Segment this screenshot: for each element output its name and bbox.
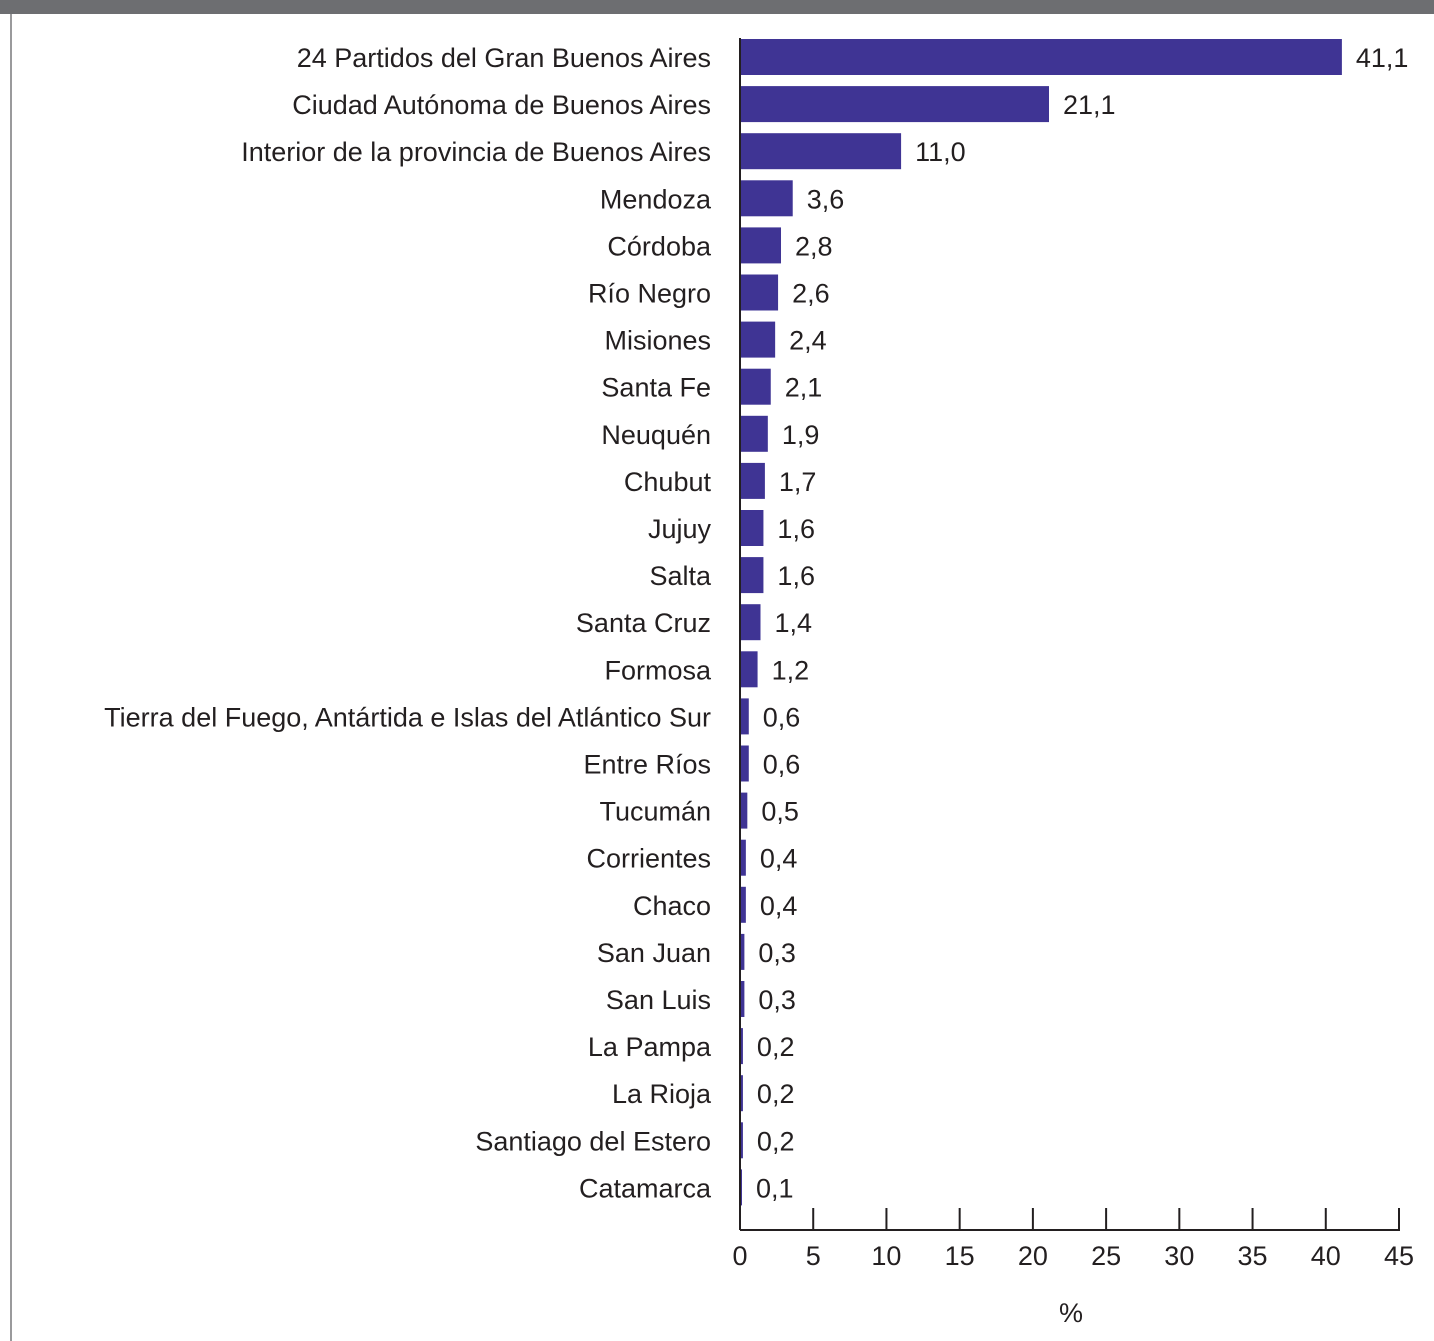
bar <box>740 1028 743 1065</box>
value-label: 11,0 <box>915 137 966 167</box>
value-label: 1,2 <box>772 655 810 685</box>
value-label: 41,1 <box>1356 43 1409 73</box>
bar <box>740 510 764 546</box>
value-label: 2,4 <box>789 326 827 356</box>
bar <box>740 39 1342 75</box>
bars-group <box>740 39 1342 1206</box>
value-label: 1,7 <box>779 467 817 497</box>
x-tick-label: 30 <box>1164 1241 1194 1271</box>
category-label: Jujuy <box>648 514 712 544</box>
value-label: 21,1 <box>1063 90 1116 120</box>
bar <box>740 604 761 641</box>
category-label: Corrientes <box>586 844 711 874</box>
category-label: Ciudad Autónoma de Buenos Aires <box>292 90 711 120</box>
x-tick-label: 15 <box>945 1241 975 1271</box>
category-label: San Juan <box>597 938 711 968</box>
value-label: 0,6 <box>763 750 801 780</box>
value-label: 0,4 <box>760 844 798 874</box>
category-label: Salta <box>649 561 712 591</box>
bar <box>740 368 771 405</box>
category-label: Río Negro <box>588 279 711 309</box>
category-label: Interior de la provincia de Buenos Aires <box>241 137 711 167</box>
bar <box>740 86 1049 123</box>
category-label: Formosa <box>604 655 712 685</box>
category-label: Misiones <box>604 326 711 356</box>
bar <box>740 933 745 970</box>
x-tick-label: 20 <box>1018 1241 1048 1271</box>
value-label: 2,6 <box>792 279 830 309</box>
category-label: Chaco <box>633 891 711 921</box>
bar <box>740 651 758 688</box>
bar <box>740 745 749 782</box>
bar <box>740 792 748 829</box>
x-axis: 0 5 10 15 20 25 30 35 40 45 <box>732 38 1414 1271</box>
value-label: 0,5 <box>761 797 799 827</box>
x-tick-label: 35 <box>1238 1241 1268 1271</box>
category-labels: 24 Partidos del Gran Buenos Aires Ciudad … <box>104 43 712 1203</box>
bar <box>740 557 764 594</box>
value-label: 0,2 <box>757 1032 795 1062</box>
bar <box>740 462 765 499</box>
bar <box>740 981 745 1017</box>
bar <box>740 180 793 217</box>
category-label: Entre Ríos <box>583 750 711 780</box>
bar <box>740 1075 743 1112</box>
category-label: Santiago del Estero <box>475 1126 711 1156</box>
bar <box>740 1122 743 1159</box>
value-label: 0,2 <box>757 1126 795 1156</box>
category-label: La Rioja <box>612 1079 712 1109</box>
value-label: 2,8 <box>795 231 833 261</box>
value-label: 0,4 <box>760 891 798 921</box>
value-label: 0,2 <box>757 1079 795 1109</box>
category-label: Chubut <box>624 467 712 497</box>
x-tick-label: 0 <box>732 1241 747 1271</box>
category-label: 24 Partidos del Gran Buenos Aires <box>297 43 711 73</box>
bar <box>740 839 746 876</box>
bar <box>740 321 776 358</box>
bar <box>740 698 749 735</box>
value-label: 3,6 <box>807 184 845 214</box>
category-label: Santa Cruz <box>576 608 711 638</box>
value-label: 0,3 <box>758 985 796 1015</box>
value-labels: 41,1 21,1 11,0 3,6 2,8 2,6 2,4 2,1 1,9 1,7 1,6 1,6 1… <box>756 43 1408 1203</box>
value-label: 1,6 <box>777 514 815 544</box>
category-label: San Luis <box>606 985 711 1015</box>
category-label: Tierra del Fuego, Antártida e Islas del … <box>104 702 711 732</box>
category-label: Santa Fe <box>601 373 711 403</box>
value-label: 1,9 <box>782 420 820 450</box>
value-label: 0,1 <box>756 1173 794 1203</box>
category-label: Tucumán <box>599 797 711 827</box>
x-tick-label: 45 <box>1384 1241 1414 1271</box>
value-label: 0,3 <box>758 938 796 968</box>
x-tick-label: 5 <box>806 1241 821 1271</box>
category-label: La Pampa <box>588 1032 712 1062</box>
x-axis-title: % <box>1059 1298 1083 1328</box>
bar <box>740 274 779 311</box>
bar <box>740 227 782 264</box>
category-label: Catamarca <box>579 1173 712 1203</box>
category-label: Mendoza <box>600 184 712 214</box>
x-tick-label: 40 <box>1311 1241 1341 1271</box>
value-label: 2,1 <box>785 373 823 403</box>
left-rule <box>10 14 12 1341</box>
x-tick-label: 25 <box>1091 1241 1121 1271</box>
category-label: Córdoba <box>607 231 712 261</box>
value-label: 1,4 <box>775 608 813 638</box>
category-label: Neuquén <box>601 420 711 450</box>
bar <box>740 133 902 170</box>
value-label: 0,6 <box>763 702 801 732</box>
bar <box>740 886 746 923</box>
top-band <box>0 0 1434 14</box>
x-tick-label: 10 <box>871 1241 901 1271</box>
bar <box>740 415 768 452</box>
value-label: 1,6 <box>777 561 815 591</box>
